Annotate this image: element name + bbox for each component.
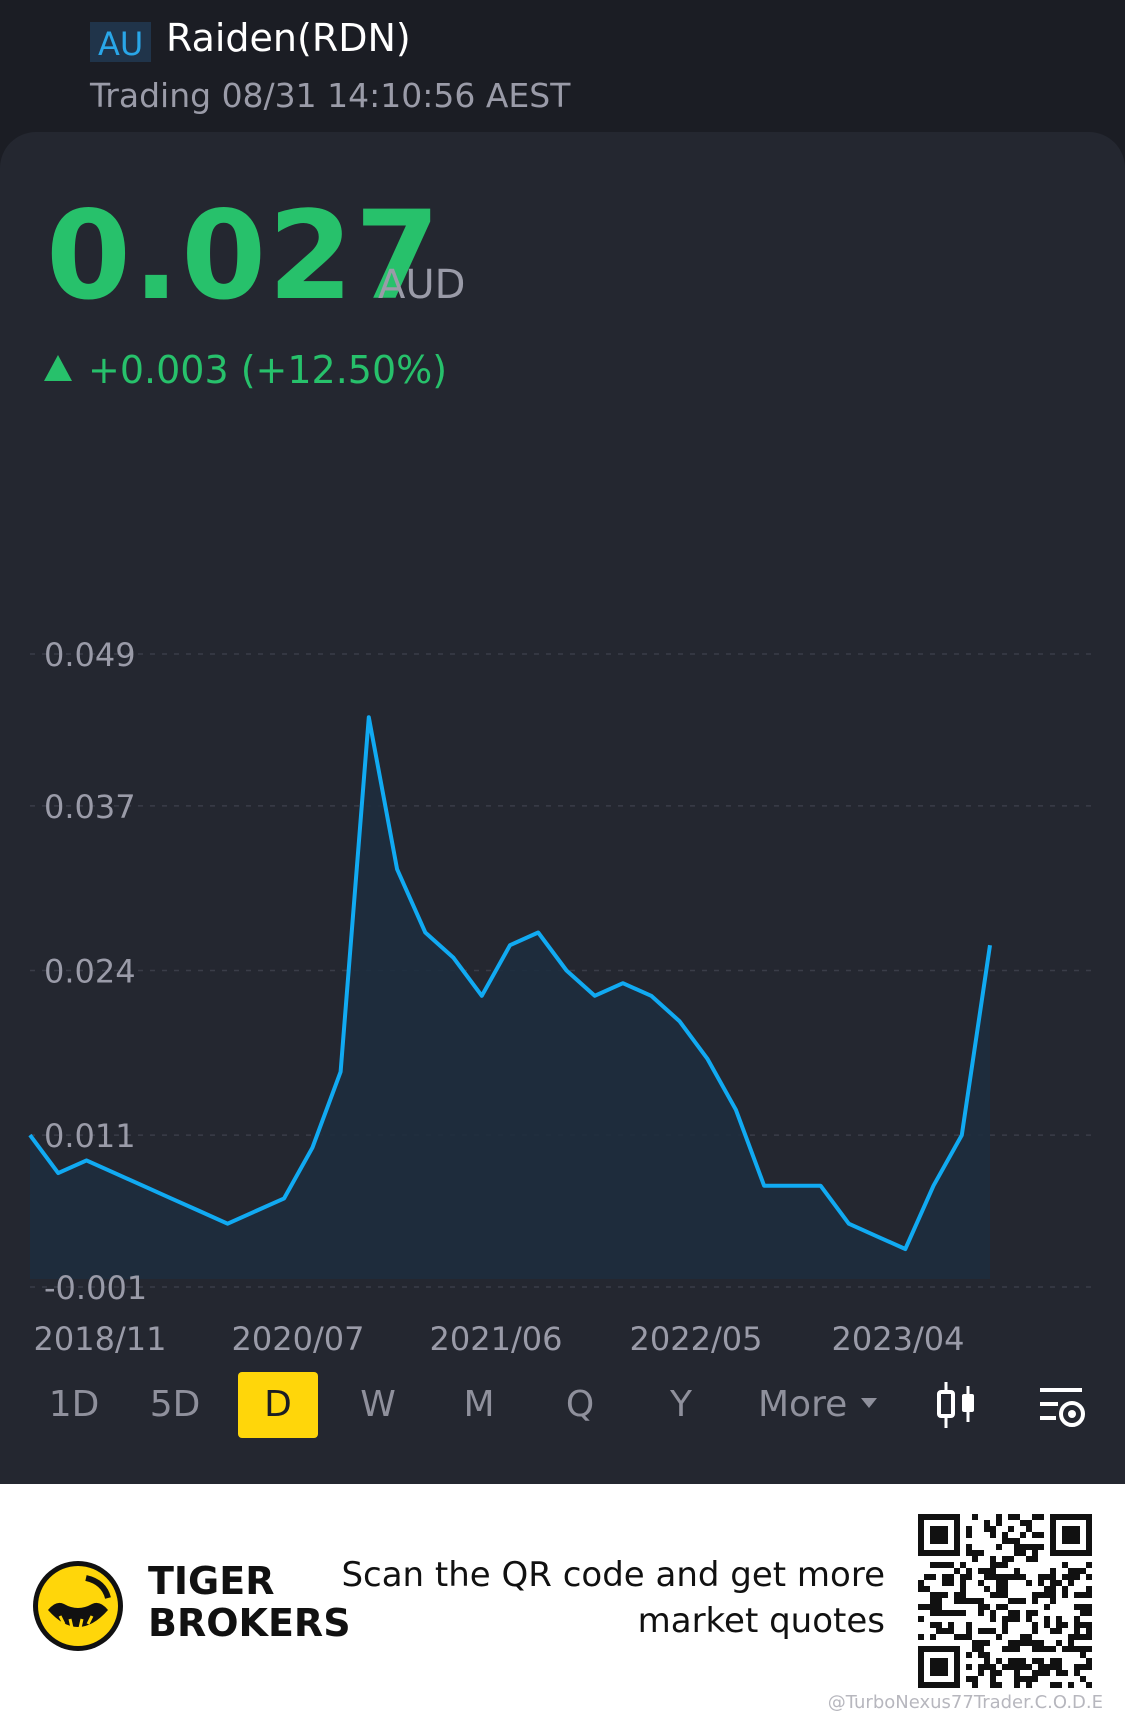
y-tick-label: -0.001 (44, 1269, 147, 1307)
y-tick-label: 0.011 (44, 1117, 136, 1155)
chart-settings-icon[interactable] (1036, 1378, 1090, 1432)
promo-text: Scan the QR code and get more market quo… (341, 1552, 885, 1644)
trading-status: Trading 08/31 14:10:56 AEST (90, 76, 571, 115)
price-change: +0.003 (+12.50%) (44, 348, 447, 392)
x-tick-label: 2020/07 (232, 1320, 365, 1358)
brand-line-2: BROKERS (148, 1601, 351, 1645)
period-m[interactable]: M (463, 1384, 495, 1425)
change-text: +0.003 (+12.50%) (88, 348, 448, 392)
x-tick-label: 2023/04 (832, 1320, 965, 1358)
period-selector: 1D 5D D W M Q Y More (0, 1372, 1125, 1460)
promo-line-2: market quotes (637, 1601, 885, 1641)
price-line (28, 715, 992, 1251)
brand-line-1: TIGER (148, 1559, 275, 1603)
y-tick-label: 0.037 (44, 788, 136, 826)
period-d[interactable]: D (238, 1372, 318, 1438)
footer-banner: TIGER BROKERS Scan the QR code and get m… (0, 1484, 1125, 1725)
y-tick-label: 0.049 (44, 636, 136, 674)
x-tick-label: 2022/05 (630, 1320, 763, 1358)
header: AU Raiden(RDN) Trading 08/31 14:10:56 AE… (0, 0, 1125, 132)
stock-name: Raiden(RDN) (166, 16, 411, 60)
price-area (30, 717, 990, 1279)
period-5d[interactable]: 5D (149, 1384, 201, 1425)
brand-name: TIGER BROKERS (148, 1560, 351, 1644)
more-dropdown[interactable]: More (758, 1372, 878, 1438)
period-y[interactable]: Y (670, 1384, 692, 1425)
qr-code (918, 1514, 1092, 1688)
x-tick-label: 2021/06 (430, 1320, 563, 1358)
last-price: 0.027 (46, 185, 442, 327)
quote-panel: 0.027 AUD +0.003 (+12.50%) 0.049 0.037 0.0… (0, 132, 1125, 1484)
x-tick-label: 2018/11 (34, 1320, 167, 1358)
more-label: More (758, 1384, 848, 1425)
candlestick-icon[interactable] (930, 1378, 984, 1432)
price-chart[interactable]: 0.049 0.037 0.024 0.011 -0.001 2018/11 2020/07… (0, 492, 1125, 1452)
period-q[interactable]: Q (565, 1384, 595, 1425)
tiger-logo-icon (33, 1561, 123, 1651)
promo-line-1: Scan the QR code and get more (341, 1555, 885, 1595)
watermark-credit: @TurboNexus77Trader.C.O.D.E (827, 1692, 1103, 1713)
period-w[interactable]: W (360, 1384, 396, 1425)
period-1d[interactable]: 1D (48, 1384, 100, 1425)
y-tick-label: 0.024 (44, 953, 136, 991)
caret-down-icon (861, 1398, 878, 1408)
up-arrow-icon (44, 355, 72, 381)
currency: AUD (378, 262, 466, 308)
market-badge: AU (90, 22, 152, 63)
